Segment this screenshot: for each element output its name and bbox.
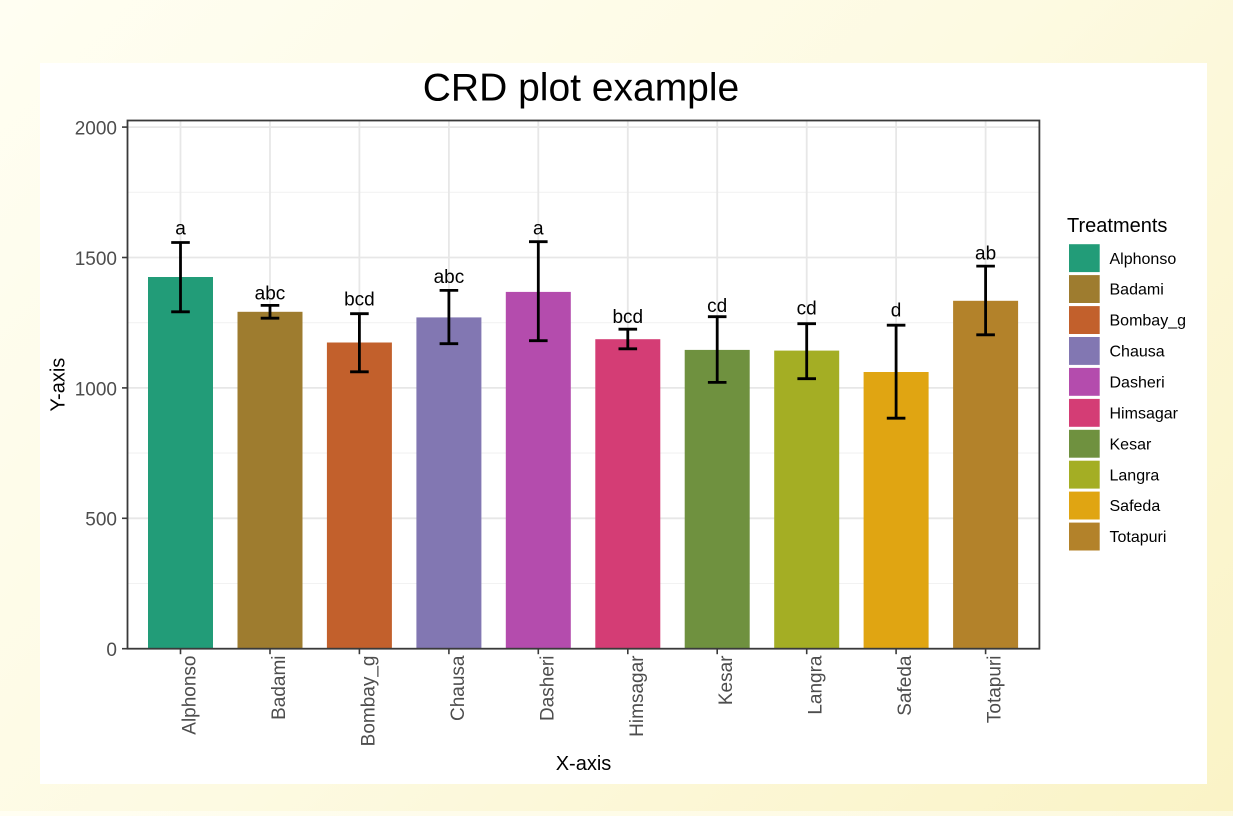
svg-text:Treatments: Treatments [1067, 215, 1167, 237]
svg-text:cd: cd [797, 299, 817, 320]
svg-text:Kesar: Kesar [716, 655, 737, 705]
svg-text:CRD plot example: CRD plot example [423, 67, 739, 110]
svg-text:0: 0 [106, 640, 117, 661]
svg-text:abc: abc [255, 283, 286, 304]
svg-text:Bombay_g: Bombay_g [358, 656, 379, 747]
svg-text:Chausa: Chausa [1110, 344, 1165, 361]
svg-text:Dasheri: Dasheri [1110, 375, 1165, 392]
svg-text:Bombay_g: Bombay_g [1110, 313, 1187, 330]
svg-text:Totapuri: Totapuri [1110, 529, 1167, 546]
svg-text:a: a [533, 219, 544, 240]
svg-text:Badami: Badami [1110, 282, 1164, 299]
svg-text:1000: 1000 [75, 379, 117, 400]
svg-text:cd: cd [707, 296, 727, 317]
svg-text:Alphonso: Alphonso [180, 656, 201, 735]
svg-text:Badami: Badami [269, 656, 290, 720]
svg-text:Langra: Langra [1110, 467, 1160, 484]
svg-text:Safeda: Safeda [895, 655, 916, 716]
svg-text:Kesar: Kesar [1110, 436, 1152, 453]
svg-text:1500: 1500 [75, 249, 117, 270]
svg-text:a: a [175, 219, 186, 240]
svg-text:Safeda: Safeda [1110, 498, 1161, 515]
svg-text:bcd: bcd [612, 307, 643, 328]
svg-text:Y-axis: Y-axis [48, 358, 70, 412]
svg-text:Langra: Langra [806, 655, 827, 715]
svg-text:Alphonso: Alphonso [1110, 251, 1177, 268]
svg-text:Himsagar: Himsagar [1110, 406, 1179, 423]
svg-text:ab: ab [975, 243, 996, 264]
svg-text:X-axis: X-axis [556, 753, 612, 775]
svg-text:500: 500 [85, 510, 117, 531]
svg-text:Totapuri: Totapuri [985, 656, 1006, 724]
svg-text:Dasheri: Dasheri [537, 656, 558, 721]
svg-text:abc: abc [434, 267, 465, 288]
svg-text:2000: 2000 [75, 119, 117, 140]
svg-text:Chausa: Chausa [448, 655, 469, 721]
svg-text:bcd: bcd [344, 290, 375, 311]
svg-text:Himsagar: Himsagar [627, 655, 648, 737]
svg-text:d: d [891, 301, 902, 322]
